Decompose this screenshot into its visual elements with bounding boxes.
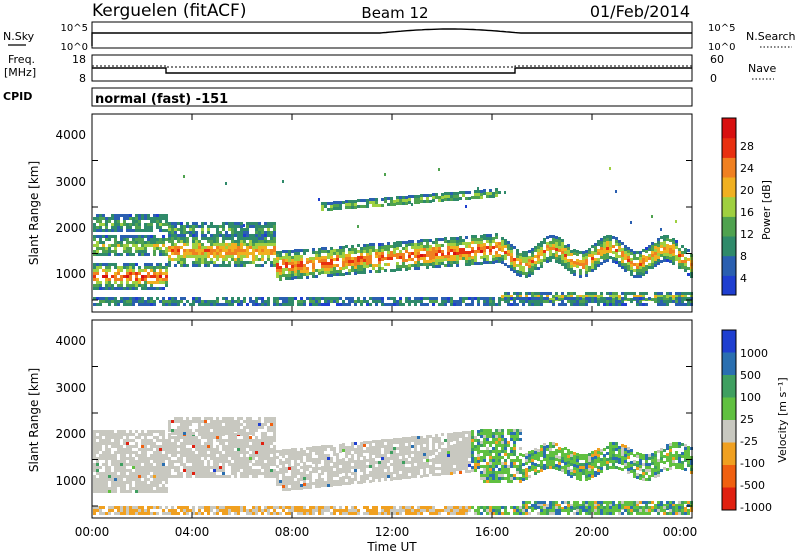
xtick-2000: 20:00 [575, 525, 610, 539]
power-cbar-swatch [722, 157, 736, 178]
power-cbar-swatch [722, 177, 736, 198]
velocity-cbar-tick-m25: -25 [740, 435, 758, 448]
velocity-cbar-label: Velocity [m s⁻¹] [776, 377, 789, 462]
velocity-ytick-1000: 1000 [55, 474, 86, 488]
power-cbar-tick-28: 28 [740, 140, 754, 153]
power-cbar-tick-16: 16 [740, 206, 754, 219]
velocity-cbar-tick-m100: -100 [740, 457, 765, 470]
freq-tick-top: 18 [72, 53, 86, 66]
power-cbar-swatch [722, 118, 736, 139]
xtick-1200: 12:00 [375, 525, 410, 539]
xtick-0400: 04:00 [175, 525, 210, 539]
velocity-cbar-swatch [722, 330, 736, 353]
cpid-label: CPID [3, 90, 32, 103]
freq-label-2: [MHz] [4, 66, 36, 79]
cpid-panel: CPID normal (fast) -151 [3, 87, 693, 107]
freq-tick-bottom: 8 [79, 72, 86, 85]
freq-panel: Freq. [MHz] 18 8 60 0 Nave [4, 53, 776, 85]
x-axis: 00:00 04:00 08:00 12:00 16:00 20:00 00:0… [75, 525, 698, 554]
power-cbar-label: Power [dB] [760, 180, 773, 240]
velocity-panel: Slant Range [km] 4000 3000 2000 1000 [27, 319, 693, 519]
velocity-colorbar: 1000 500 100 25 -25 -100 -500 -1000 Velo… [721, 329, 789, 514]
power-cbar-swatch [722, 137, 736, 158]
nsky-panel: N.Sky 10^5 10^0 10^5 10^0 N.Search [3, 21, 796, 53]
power-cbar-tick-20: 20 [740, 184, 754, 197]
power-ytick-2000: 2000 [55, 221, 86, 235]
velocity-cbar-swatch [722, 375, 736, 398]
xtick-0000-end: 00:00 [663, 525, 698, 539]
power-cbar-swatch [722, 275, 736, 296]
xtick-1600: 16:00 [475, 525, 510, 539]
nsearch-tick-bottom: 10^0 [708, 42, 735, 53]
velocity-cbar-swatch [722, 442, 736, 466]
velocity-ytick-3000: 3000 [55, 381, 86, 395]
nave-series [92, 65, 692, 68]
power-ytick-4000: 4000 [55, 128, 86, 142]
power-cbar-tick-24: 24 [740, 162, 754, 175]
velocity-cbar-tick-m1000: -1000 [740, 501, 772, 514]
power-cbar-tick-4: 4 [740, 272, 747, 285]
nsearch-label: N.Search [746, 30, 796, 43]
xlabel: Time UT [366, 540, 417, 554]
velocity-scatter [93, 417, 693, 515]
xtick-0000: 00:00 [75, 525, 110, 539]
velocity-ytick-4000: 4000 [55, 334, 86, 348]
velocity-cbar-tick-m500: -500 [740, 479, 765, 492]
freq-label-1: Freq. [8, 53, 35, 66]
power-scatter [93, 167, 693, 306]
velocity-cbar-swatch [722, 465, 736, 488]
power-ylabel: Slant Range [km] [27, 161, 41, 265]
power-ytick-1000: 1000 [55, 267, 86, 281]
power-cbar-tick-12: 12 [740, 228, 754, 241]
nsky-tick-bottom: 10^0 [61, 42, 88, 53]
nave-label: Nave [748, 62, 776, 75]
nsky-series [91, 28, 692, 46]
nave-tick-top: 60 [710, 53, 724, 66]
power-ytick-3000: 3000 [55, 175, 86, 189]
nsearch-tick-top: 10^5 [708, 23, 735, 34]
velocity-cbar-swatch [722, 352, 736, 376]
velocity-cbar-tick-1000: 1000 [740, 347, 768, 360]
power-cbar-swatch [722, 236, 736, 257]
power-cbar-swatch [722, 196, 736, 217]
freq-series [92, 67, 692, 74]
power-colorbar: 28 24 20 16 12 8 4 Power [dB] [721, 117, 773, 296]
station-title: Kerguelen (fitACF) [92, 1, 246, 21]
nave-tick-bottom: 0 [710, 72, 717, 85]
date-title: 01/Feb/2014 [590, 2, 690, 21]
power-cbar-swatch [722, 216, 736, 237]
power-panel: Slant Range [km] 4000 3000 2000 1000 [27, 113, 693, 313]
power-cbar-tick-8: 8 [740, 250, 747, 263]
velocity-cbar-swatch [722, 397, 736, 421]
beam-title: Beam 12 [361, 4, 428, 22]
velocity-cbar-swatch [722, 487, 736, 511]
velocity-cbar-swatch [722, 420, 736, 443]
velocity-ylabel: Slant Range [km] [27, 368, 41, 472]
nsky-label: N.Sky [3, 30, 35, 43]
power-cbar-swatch [722, 255, 736, 276]
xtick-0800: 08:00 [275, 525, 310, 539]
nsky-tick-top: 10^5 [61, 23, 88, 34]
velocity-cbar-tick-100: 100 [740, 391, 761, 404]
velocity-ytick-2000: 2000 [55, 427, 86, 441]
velocity-cbar-tick-500: 500 [740, 369, 761, 382]
velocity-cbar-tick-25: 25 [740, 413, 754, 426]
cpid-value: normal (fast) -151 [95, 92, 228, 107]
